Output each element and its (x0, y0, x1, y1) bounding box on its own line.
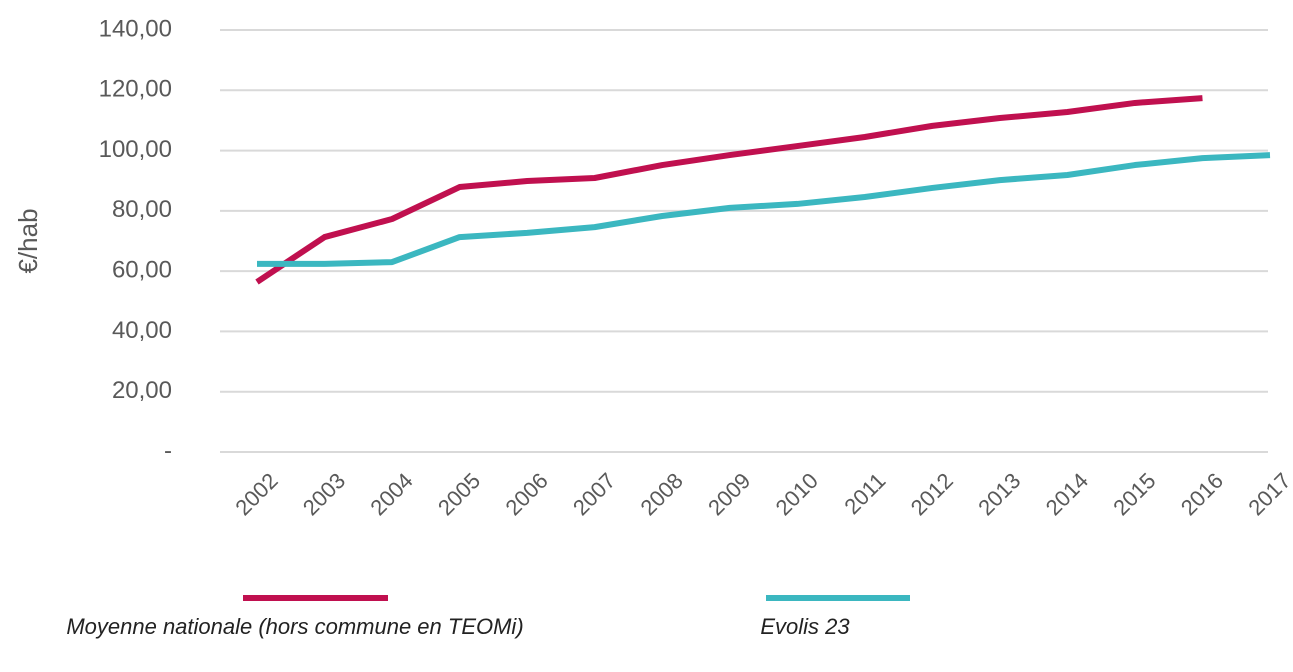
series-line (255, 95, 1203, 285)
y-tick-label: 20,00 (112, 377, 172, 404)
y-tick-label: 140,00 (99, 15, 172, 42)
series-line (257, 152, 1271, 267)
x-tick-label: 2016 (1176, 468, 1228, 520)
x-tick-label: 2003 (298, 468, 350, 520)
x-tick-label: 2002 (230, 468, 282, 520)
x-tick-label: 2015 (1108, 468, 1160, 520)
y-tick-label: 40,00 (112, 317, 172, 344)
y-tick-label: - (164, 437, 172, 464)
y-tick-label: 120,00 (99, 76, 172, 103)
x-tick-label: 2017 (1243, 468, 1293, 520)
x-tick-label: 2013 (973, 468, 1025, 520)
x-tick-label: 2014 (1041, 468, 1093, 520)
x-tick-label: 2011 (839, 468, 890, 519)
x-tick-label: 2008 (636, 468, 688, 520)
x-tick-label: 2007 (568, 468, 620, 520)
x-tick-label: 2004 (365, 468, 417, 520)
legend-label: Evolis 23 (760, 614, 850, 639)
x-tick-label: 2006 (500, 468, 552, 520)
y-tick-label: 60,00 (112, 256, 172, 283)
x-tick-label: 2005 (433, 468, 485, 520)
y-tick-label: 100,00 (99, 136, 172, 163)
x-tick-label: 2010 (771, 468, 823, 520)
x-tick-label: 2009 (703, 468, 755, 520)
y-axis-label: €/hab (13, 208, 43, 273)
legend-label: Moyenne nationale (hors commune en TEOMi… (66, 614, 524, 639)
y-tick-label: 80,00 (112, 196, 172, 223)
x-tick-label: 2012 (906, 468, 958, 520)
